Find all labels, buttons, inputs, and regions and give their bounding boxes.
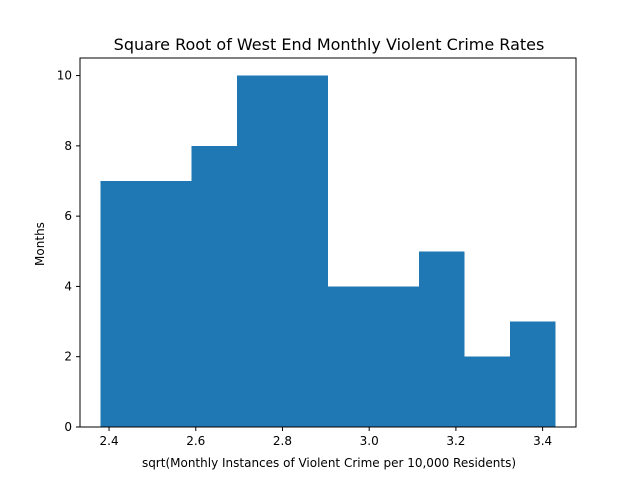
histogram-bar-7 — [373, 286, 420, 427]
y-tick-label: 6 — [64, 209, 72, 223]
histogram-bar-2 — [145, 181, 192, 427]
x-tick-label: 3.0 — [360, 434, 379, 448]
bars-group — [100, 75, 556, 428]
x-axis-label: sqrt(Monthly Instances of Violent Crime … — [142, 456, 516, 470]
histogram-bar-8 — [419, 251, 465, 427]
y-tick-label: 4 — [64, 279, 72, 293]
histogram-bar-6 — [328, 286, 374, 427]
x-tick-label: 2.8 — [273, 434, 292, 448]
y-tick-label: 8 — [64, 139, 72, 153]
y-tick-label: 10 — [57, 69, 72, 83]
plot-frame — [79, 57, 577, 428]
y-tick-label: 2 — [64, 350, 72, 364]
histogram-bar-3 — [191, 145, 237, 427]
x-tick-label: 3.4 — [533, 434, 552, 448]
histogram-bar-5 — [282, 75, 328, 428]
x-tick-label: 2.6 — [186, 434, 205, 448]
histogram-bar-1 — [100, 181, 146, 427]
histogram-bar-4 — [236, 75, 283, 428]
axes-group: 2.4 2.6 2.8 3.0 3.2 3.4 0 2 4 6 8 10 — [57, 57, 577, 448]
histogram-bar-10 — [510, 321, 556, 427]
histogram-bar-9 — [464, 356, 511, 427]
x-tick-label: 2.4 — [100, 434, 119, 448]
x-tick-label: 3.2 — [446, 434, 465, 448]
chart-title: Square Root of West End Monthly Violent … — [114, 35, 545, 54]
y-axis-label: Months — [33, 222, 47, 266]
y-tick-label: 0 — [64, 420, 72, 434]
